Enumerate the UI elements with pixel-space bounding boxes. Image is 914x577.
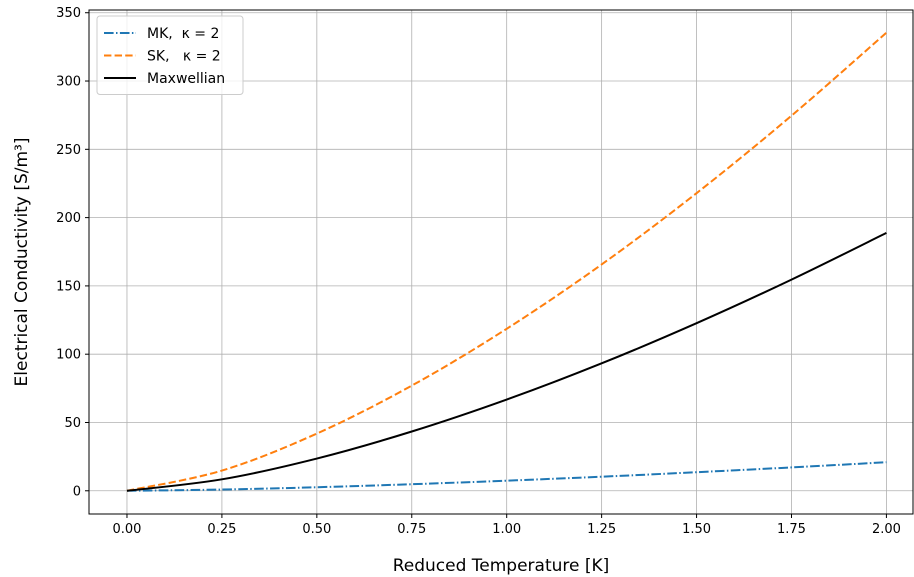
x-tick-label: 0.50 <box>302 522 331 537</box>
x-axis: 0.00 0.25 0.50 0.75 1.00 1.25 1.50 1.75 2.00 <box>112 514 901 537</box>
x-tick-label: 1.25 <box>587 522 616 537</box>
x-tick-label: 1.50 <box>682 522 711 537</box>
x-tick-label: 2.00 <box>872 522 901 537</box>
series-lines <box>126 31 888 492</box>
legend-box <box>96 15 244 95</box>
y-tick-label: 350 <box>56 6 81 21</box>
series-line-0 <box>126 461 887 492</box>
x-tick-label: 1.75 <box>777 522 806 537</box>
y-tick-label: 100 <box>56 348 81 363</box>
x-tick-label: 0.75 <box>397 522 426 537</box>
y-tick-label: 50 <box>64 416 81 431</box>
y-tick-label: 200 <box>56 211 81 226</box>
series-line-2 <box>126 232 887 492</box>
y-tick-label: 250 <box>56 143 81 158</box>
y-tick-label: 300 <box>56 75 81 90</box>
plot-frame <box>88 9 914 515</box>
legend-label: Maxwellian <box>147 71 225 87</box>
x-tick-label: 0.25 <box>207 522 236 537</box>
y-tick-label: 0 <box>73 484 81 499</box>
legend-label: MK, κ = 2 <box>147 26 219 42</box>
y-axis-label: Electrical Conductivity [S/m³] <box>12 138 32 387</box>
x-axis-label: Reduced Temperature [K] <box>393 556 610 576</box>
x-tick-label: 1.00 <box>492 522 521 537</box>
series-line-1 <box>126 31 888 492</box>
y-tick-label: 150 <box>56 279 81 294</box>
legend-label: SK, κ = 2 <box>147 49 221 65</box>
x-tick-label: 0.00 <box>112 522 141 537</box>
legend: MK, κ = 2 SK, κ = 2 Maxwellian <box>96 15 244 95</box>
grid <box>89 10 913 514</box>
y-axis: 0 50 100 150 200 250 300 350 <box>56 6 89 499</box>
